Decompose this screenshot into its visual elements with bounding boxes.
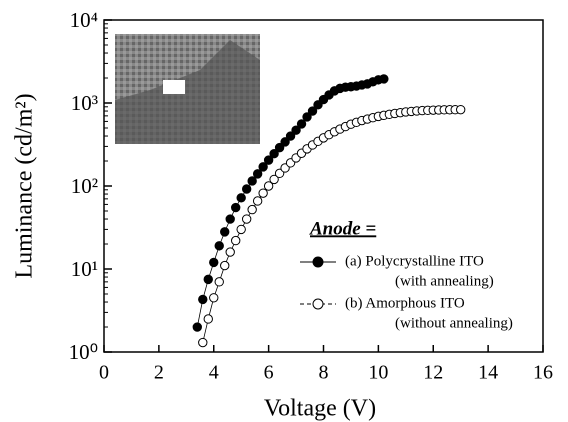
legend-note: (with annealing) xyxy=(395,273,494,289)
data-point xyxy=(225,247,235,257)
data-point xyxy=(274,142,285,153)
data-point xyxy=(252,169,263,179)
y-tick-label: 10⁴ xyxy=(70,8,98,32)
data-point xyxy=(247,176,257,186)
x-axis-label: Voltage (V) xyxy=(264,396,376,422)
x-tick-label: 12 xyxy=(423,362,443,384)
data-point xyxy=(241,214,252,224)
x-tick-label: 16 xyxy=(533,362,553,384)
legend-label: (a) Polycrystalline ITO xyxy=(345,253,484,269)
data-point xyxy=(214,277,224,287)
data-point xyxy=(220,260,230,271)
x-tick-label: 6 xyxy=(264,362,274,384)
data-point xyxy=(198,294,208,305)
legend-note: (without annealing) xyxy=(395,315,513,331)
legend-title: Anode = xyxy=(309,218,376,239)
data-point xyxy=(236,193,246,203)
data-point xyxy=(258,188,268,198)
plot-area xyxy=(192,74,466,348)
data-point xyxy=(241,184,252,194)
data-point xyxy=(236,224,246,235)
legend-label: (b) Amorphous ITO xyxy=(345,295,465,311)
data-point xyxy=(263,155,274,165)
y-tick-label: 10¹ xyxy=(71,257,98,281)
data-point xyxy=(258,162,268,172)
data-point xyxy=(263,181,274,191)
data-point xyxy=(231,235,241,246)
legend-marker xyxy=(312,256,324,268)
y-tick-label: 10² xyxy=(71,174,98,198)
data-point xyxy=(307,106,318,116)
data-point xyxy=(296,119,307,129)
data-point xyxy=(214,241,224,251)
data-point xyxy=(247,204,257,215)
data-point xyxy=(274,168,285,179)
x-tick-label: 14 xyxy=(478,362,498,384)
data-point xyxy=(252,196,263,206)
data-point xyxy=(302,112,312,122)
x-tick-label: 0 xyxy=(99,362,109,384)
y-tick-label: 10⁰ xyxy=(69,340,98,364)
x-tick-label: 8 xyxy=(319,362,329,384)
x-tick-label: 4 xyxy=(209,362,219,384)
data-point xyxy=(379,74,389,84)
data-point xyxy=(225,214,235,224)
y-axis-label: Luminance (cd/m²) xyxy=(12,93,38,278)
data-point xyxy=(269,174,279,185)
data-point xyxy=(280,137,290,147)
data-point xyxy=(209,293,219,303)
legend-marker xyxy=(312,298,324,310)
data-point xyxy=(231,202,241,213)
data-point xyxy=(455,104,466,115)
x-tick-label: 10 xyxy=(368,362,388,384)
data-point xyxy=(209,257,219,268)
data-point xyxy=(291,125,301,135)
inset-photo xyxy=(115,34,260,144)
data-point xyxy=(203,314,213,324)
data-point xyxy=(192,322,202,332)
data-point xyxy=(203,274,213,285)
data-point xyxy=(198,337,208,348)
data-point xyxy=(285,131,296,141)
data-point xyxy=(220,227,230,237)
y-tick-label: 10³ xyxy=(71,91,98,115)
x-tick-label: 2 xyxy=(154,362,164,384)
data-point xyxy=(269,148,279,159)
